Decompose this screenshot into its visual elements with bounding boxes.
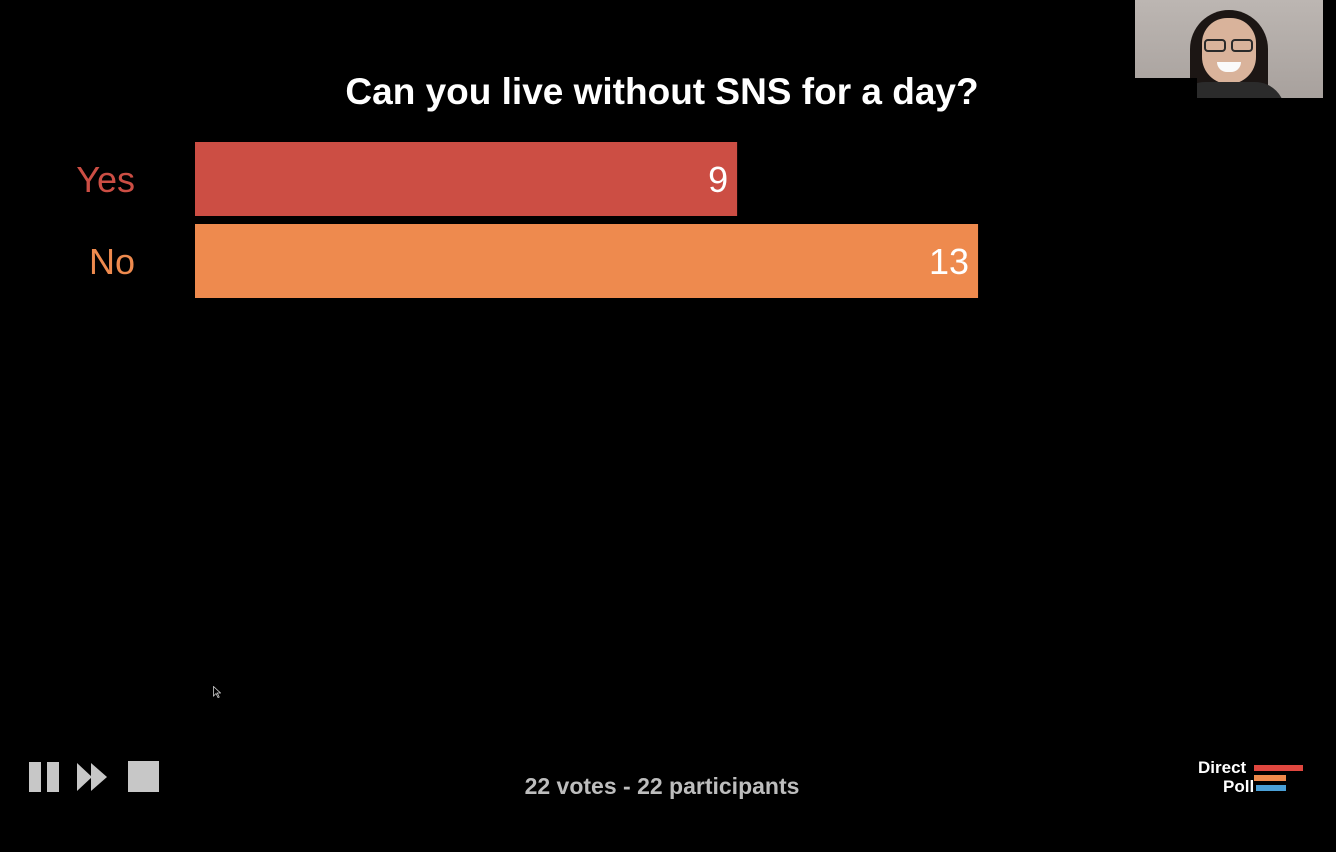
poll-question-title: Can you live without SNS for a day? — [345, 71, 979, 112]
bar-no — [195, 224, 979, 298]
logo-blue-stripe — [1256, 785, 1286, 791]
category-label-no: No — [89, 241, 135, 282]
pause-button[interactable] — [28, 761, 60, 793]
glasses-right-lens — [1231, 39, 1253, 52]
logo-word-direct: Direct — [1198, 758, 1247, 777]
logo-red-stripe — [1254, 765, 1303, 771]
presenter-glasses — [1201, 39, 1257, 53]
logo-word-poll: Poll — [1223, 777, 1255, 796]
value-label-no: 13 — [929, 241, 969, 282]
vote-count-summary: 22 votes - 22 participants — [524, 773, 800, 799]
bar-yes — [195, 142, 738, 216]
webcam-corner-shadow — [1135, 78, 1197, 98]
fast-forward-button[interactable] — [76, 761, 110, 793]
value-label-yes: 9 — [708, 159, 728, 200]
presenter-webcam-video[interactable] — [1135, 0, 1323, 98]
presenter-smile — [1217, 62, 1241, 72]
category-label-yes: Yes — [76, 159, 135, 200]
mouse-pointer-icon — [213, 686, 221, 698]
glasses-left-lens — [1204, 39, 1226, 52]
presenter-shoulders — [1175, 82, 1285, 98]
fast-forward-icon — [77, 763, 107, 791]
stop-button[interactable] — [128, 761, 159, 792]
logo-orange-stripe — [1254, 775, 1286, 781]
directpoll-logo[interactable]: Direct Poll — [1195, 757, 1310, 797]
